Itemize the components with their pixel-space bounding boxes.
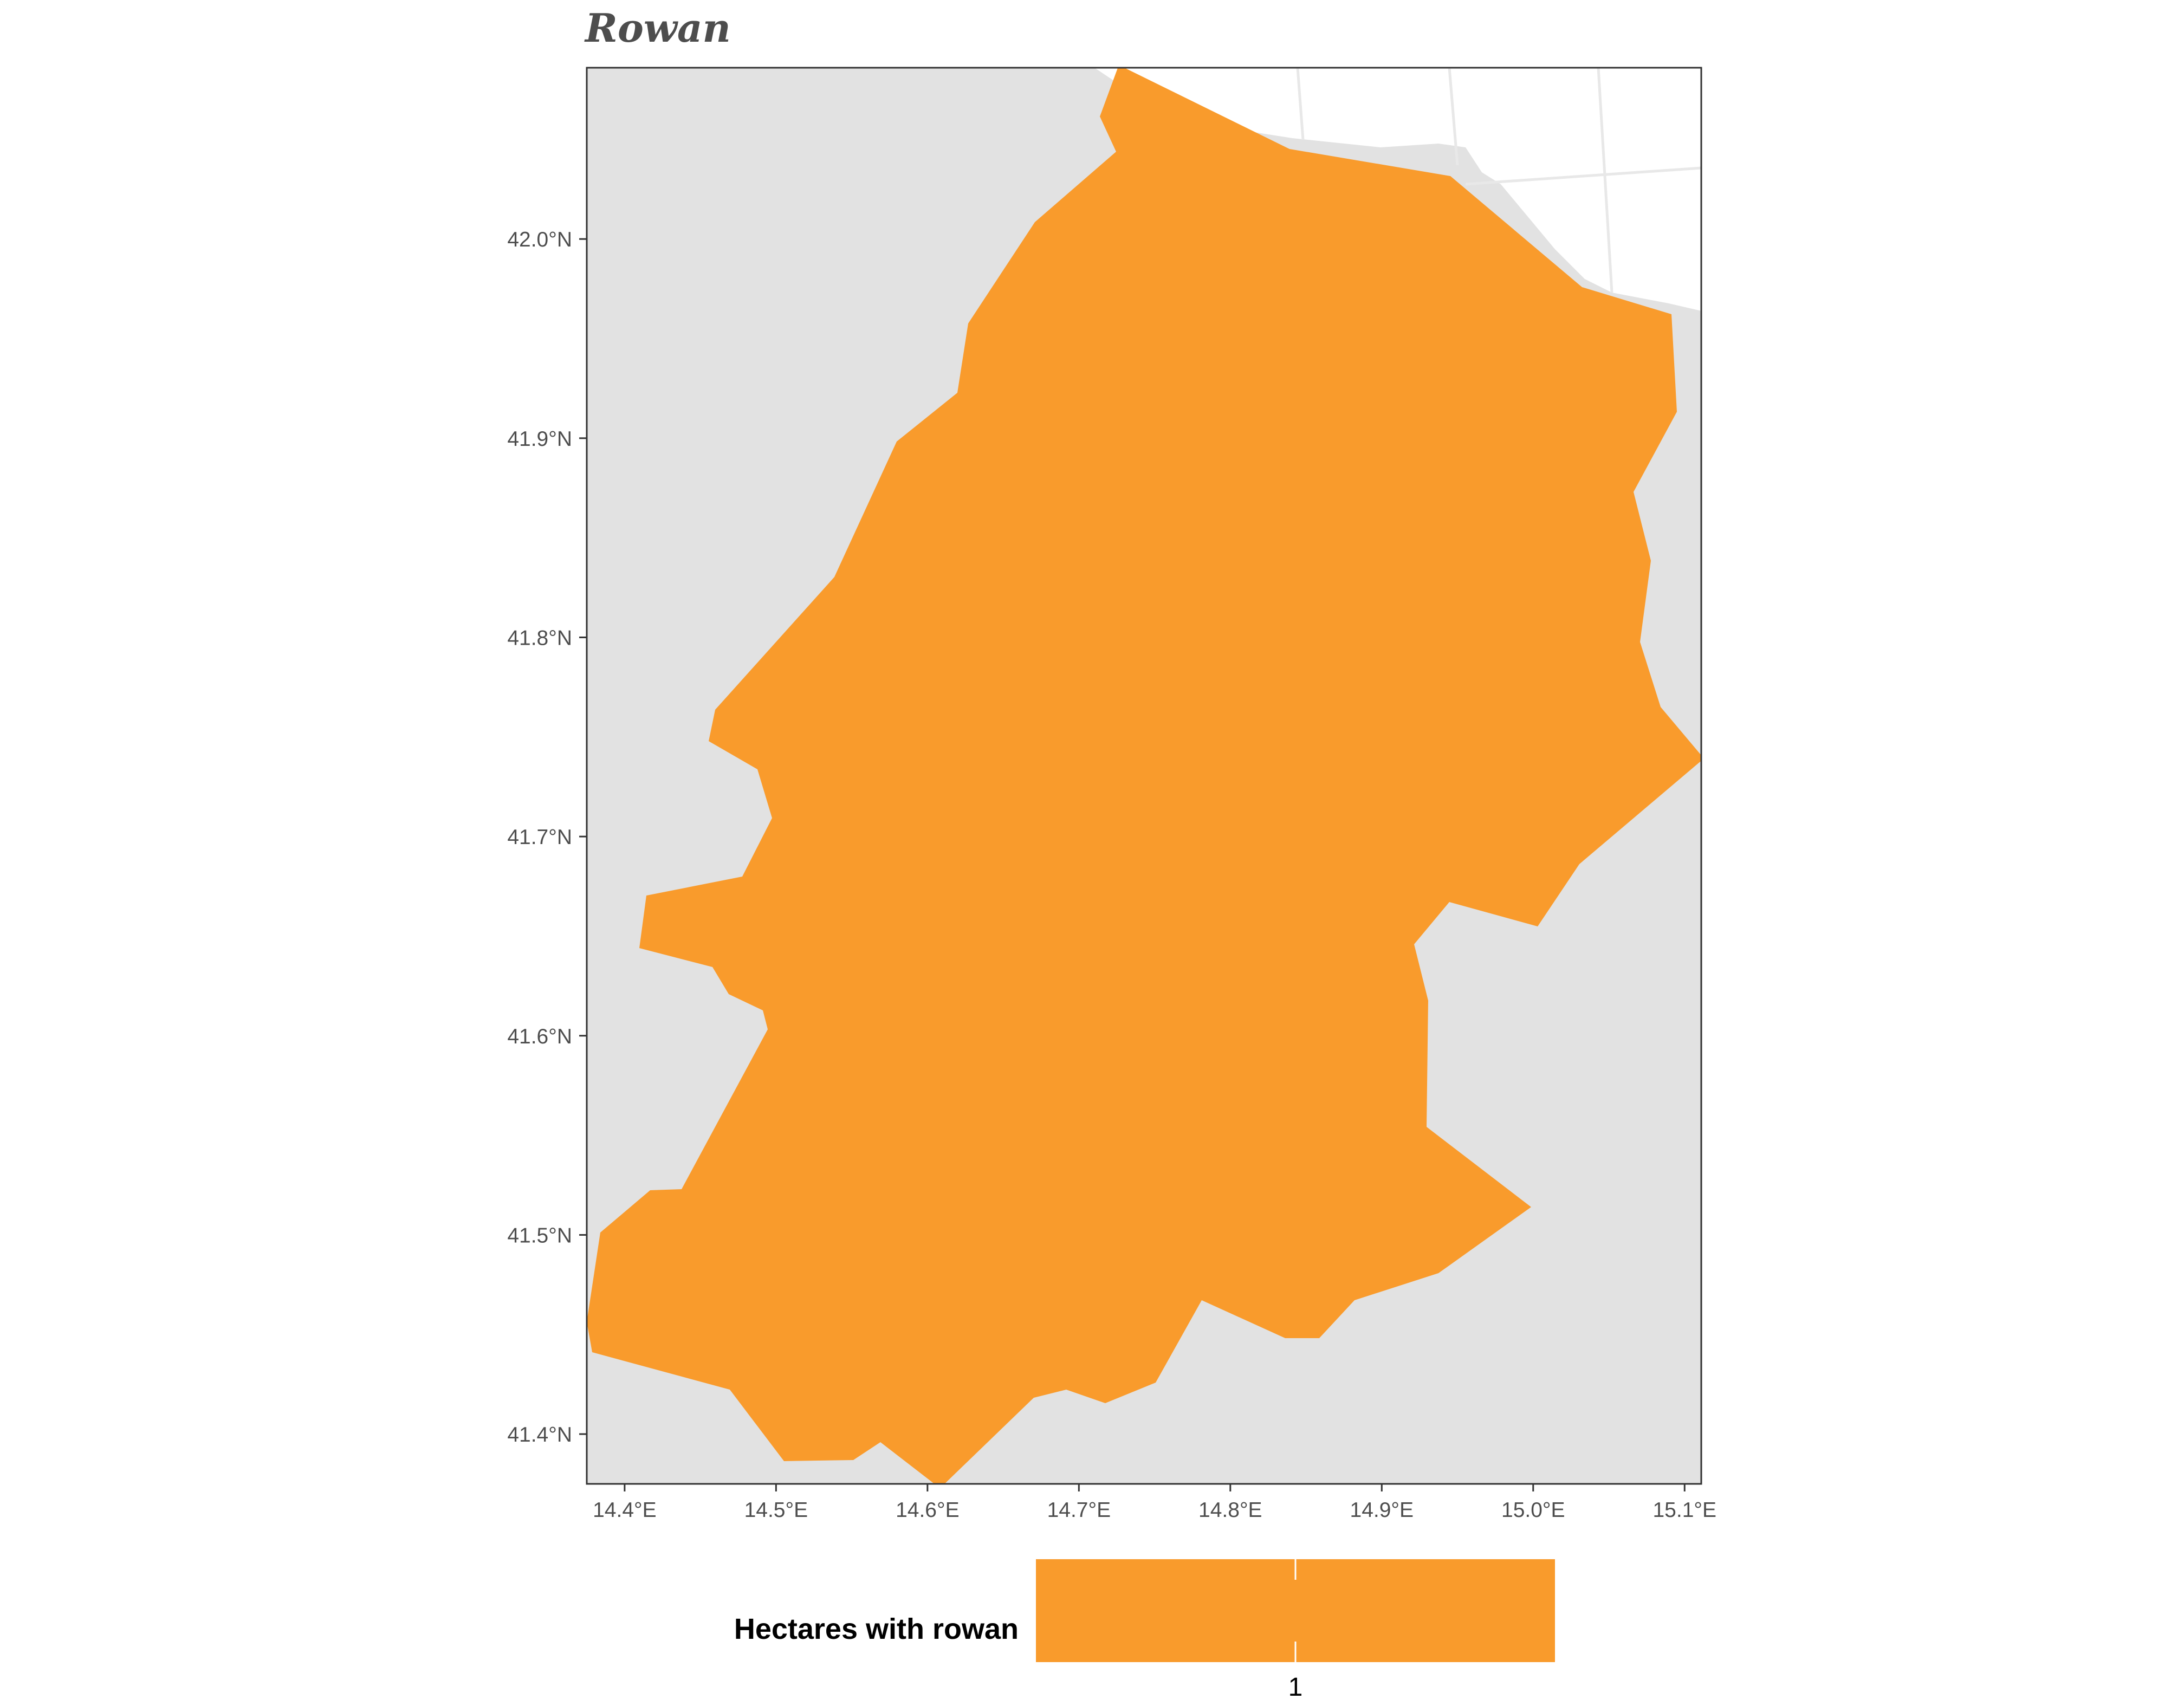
x-tick-label: 15.0°E [1501,1499,1565,1522]
y-tick-label: 42.0°N [507,228,572,251]
map-title: Rowan [584,5,731,51]
y-tick-label: 41.4°N [507,1423,572,1446]
legend-break-label: 1 [1288,1673,1303,1702]
legend: Hectares with rowan 1 [734,1559,1555,1702]
map-panel [586,67,1702,1485]
graticule [1296,68,1701,293]
longitude-axis: 14.4°E 14.5°E 14.6°E 14.7°E 14.8°E 14.9°E 15.0… [593,1484,1716,1522]
map-frame [586,67,1702,1485]
x-tick-label: 15.1°E [1652,1499,1716,1522]
x-tick-label: 14.8°E [1198,1499,1262,1522]
y-tick-label: 41.8°N [507,626,572,650]
rowan-region [587,68,1701,1484]
y-tick-label: 41.7°N [507,826,572,849]
x-tick-label: 14.6°E [896,1499,960,1522]
latitude-axis: 42.0°N 41.9°N 41.8°N 41.7°N 41.6°N 41.5°N 41.4… [507,228,587,1446]
x-tick-label: 14.9°E [1350,1499,1414,1522]
x-tick-label: 14.5°E [744,1499,808,1522]
x-tick-label: 14.4°E [593,1499,657,1522]
legend-title: Hectares with rowan [734,1613,1019,1645]
y-tick-label: 41.5°N [507,1224,572,1247]
x-tick-label: 14.7°E [1047,1499,1111,1522]
y-tick-label: 41.9°N [507,427,572,451]
y-tick-label: 41.6°N [507,1025,572,1048]
